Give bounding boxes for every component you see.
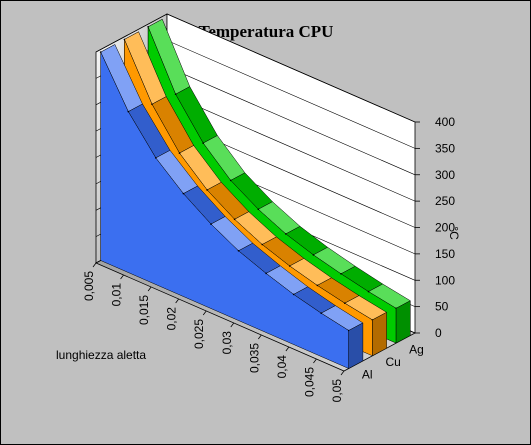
x-tick-label: 0,005 xyxy=(82,271,96,301)
gridline xyxy=(95,13,416,123)
data-point xyxy=(367,290,370,293)
y-tick-label: 0 xyxy=(435,326,442,340)
data-point xyxy=(257,208,260,211)
data-point xyxy=(344,302,346,305)
x-tick-label: 0,035 xyxy=(247,343,261,373)
y-tick-label: 300 xyxy=(435,168,455,182)
x-tick-label: 0,015 xyxy=(137,295,151,325)
data-point xyxy=(123,38,126,41)
x-tick-mark xyxy=(230,322,235,328)
x-tick-mark xyxy=(92,262,97,268)
data-point xyxy=(288,265,291,267)
x-tick-label: 0,04 xyxy=(275,355,289,379)
x-tick-mark xyxy=(120,274,124,280)
data-point xyxy=(202,142,204,144)
y-axis-label: °C xyxy=(447,226,461,240)
data-point xyxy=(340,273,342,275)
x-axis-ticks: 0,005 0,01 0,015 0,02 0,025 0,03 0,035 0,04 0,04… xyxy=(82,262,345,403)
x-tick-label: 0,02 xyxy=(165,307,179,331)
x-tick-mark xyxy=(202,310,207,316)
data-point xyxy=(127,110,130,113)
data-point xyxy=(261,243,264,246)
series-axis-labels: Al Cu Ag xyxy=(362,342,424,381)
chart-title: Temperatura CPU xyxy=(199,22,334,41)
x-tick-mark xyxy=(285,346,290,352)
data-point xyxy=(229,179,232,182)
data-point xyxy=(147,26,149,28)
y-tick-label: 250 xyxy=(435,194,455,208)
series-Al xyxy=(99,44,364,369)
y-tick-label: 350 xyxy=(435,141,455,155)
data-point xyxy=(182,192,185,195)
x-tick-mark xyxy=(313,358,317,364)
y-tick-label: 200 xyxy=(435,221,455,235)
series-label: Al xyxy=(362,368,373,382)
data-point xyxy=(312,254,315,256)
data-point xyxy=(174,93,177,95)
data-point xyxy=(316,284,319,287)
series-label: Cu xyxy=(386,355,401,369)
ribbon-right-cap xyxy=(348,322,364,369)
y-axis-ticks: 0 50 100 150 200 250 300 350 400 xyxy=(415,115,455,340)
data-point xyxy=(265,272,267,275)
y-tick-label: 150 xyxy=(435,247,455,261)
data-point xyxy=(320,312,323,315)
series-label: Ag xyxy=(409,342,424,356)
x-tick-label: 0,05 xyxy=(330,379,344,403)
y-tick-label: 50 xyxy=(435,300,449,314)
data-point xyxy=(285,233,287,235)
x-tick-label: 0,025 xyxy=(192,319,206,349)
data-point xyxy=(99,51,102,53)
ribbon-right-cap xyxy=(395,300,411,344)
data-point xyxy=(292,293,295,296)
y-tick-label: 400 xyxy=(435,115,455,129)
x-tick-label: 0,045 xyxy=(302,367,316,397)
data-point xyxy=(151,103,153,105)
data-point xyxy=(233,218,236,221)
x-axis-label: lunghiezza aletta xyxy=(56,348,146,362)
series-ribbons xyxy=(99,18,411,369)
data-point xyxy=(210,223,212,225)
ribbon-right-cap xyxy=(372,311,387,357)
data-point xyxy=(155,157,157,159)
x-tick-mark xyxy=(147,286,152,292)
x-tick-mark xyxy=(258,334,262,340)
x-tick-label: 0,03 xyxy=(220,331,234,355)
x-tick-mark xyxy=(175,298,179,304)
data-point xyxy=(206,189,208,191)
data-point xyxy=(178,152,181,154)
x-tick-mark xyxy=(340,370,345,376)
x-tick-label: 0,01 xyxy=(110,283,124,307)
data-point xyxy=(237,250,240,252)
y-tick-label: 100 xyxy=(435,273,455,287)
